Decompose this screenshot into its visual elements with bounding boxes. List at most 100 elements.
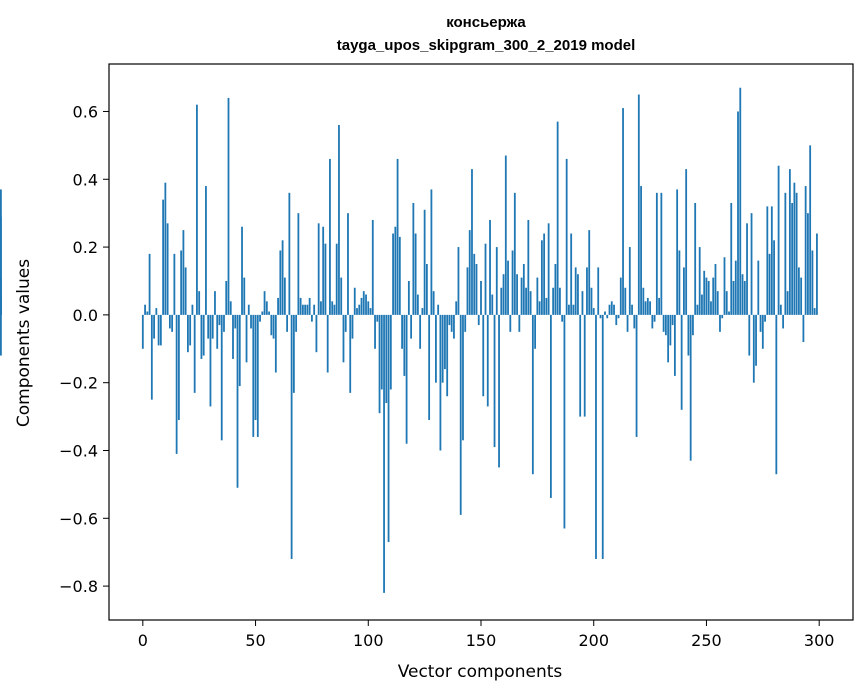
bar [739,87,742,315]
bar [223,314,225,332]
bar [662,314,665,332]
bar [525,287,527,315]
bar [660,192,663,315]
bar [301,304,304,315]
bar [462,314,464,441]
bar [615,314,618,326]
bar [565,158,568,315]
bar [247,304,250,315]
bar [606,314,609,319]
bar [184,267,187,315]
bar [714,264,717,315]
bar [358,304,361,315]
bar [563,314,566,529]
bar [205,186,207,315]
bar [759,314,762,332]
bar [279,250,282,315]
bar [626,314,629,332]
bar [450,314,453,332]
bar [0,189,2,315]
bar [768,253,771,315]
bar [229,301,232,315]
bar [782,314,785,329]
bar [495,247,498,315]
bar [304,304,307,315]
bar [635,314,638,437]
bar [349,314,352,393]
bar [649,301,651,315]
bar [261,311,264,315]
bar [804,186,807,315]
bar [150,314,153,400]
bar [633,314,636,329]
bar [622,108,624,315]
bar [777,165,780,315]
bar [624,287,627,315]
bar [644,301,647,315]
bar [342,314,345,363]
bar [211,314,214,339]
y-tick-label: 0.2 [73,238,98,257]
bar [340,277,343,315]
bar [256,314,259,437]
bar [369,308,372,315]
bar [432,291,435,315]
bar [425,264,428,315]
bar [198,291,201,315]
y-axis: −0.8 −0.6 −0.4 −0.2 0.0 0.2 0.4 0.6 [59,102,109,596]
bar [353,287,356,315]
bar [725,291,728,315]
bar [486,314,489,407]
bar [0,297,2,315]
bar [651,314,654,329]
bar [673,314,676,376]
x-tick-label: 100 [353,631,384,650]
bar [421,308,424,315]
bar [380,314,383,390]
bar [153,314,155,339]
bar [252,314,255,437]
bar [741,274,744,315]
bar [522,264,525,315]
bar [175,314,178,454]
bar [437,304,440,315]
bar [455,301,458,315]
bar [338,125,340,315]
bar [200,314,203,359]
bar [588,230,591,315]
bar [529,291,532,315]
bar [583,314,586,417]
bar [552,287,555,315]
bar [466,267,469,315]
bar [696,304,699,315]
x-tick-label: 50 [245,631,265,650]
bar [141,314,144,349]
bar [491,294,494,315]
bar [378,314,381,414]
bar [786,291,789,315]
bar [209,314,212,407]
x-tick-label: 200 [578,631,609,650]
bar [613,304,615,315]
bar [658,297,661,315]
bar [324,243,327,315]
bar [453,314,455,339]
y-tick-label: 0.0 [73,306,98,325]
bar [193,314,196,393]
bar [187,314,189,353]
bar [189,314,192,346]
y-tick-label: −0.4 [59,441,98,460]
bar [202,314,205,356]
bar [640,186,642,315]
bar [538,301,541,315]
bar [816,233,818,315]
bar [770,206,773,315]
bar [791,203,794,315]
bar [734,260,737,315]
bar [365,294,367,315]
bar [435,314,437,383]
bar [473,253,476,315]
bar [545,297,548,315]
bar [502,274,505,315]
bar [646,297,649,315]
